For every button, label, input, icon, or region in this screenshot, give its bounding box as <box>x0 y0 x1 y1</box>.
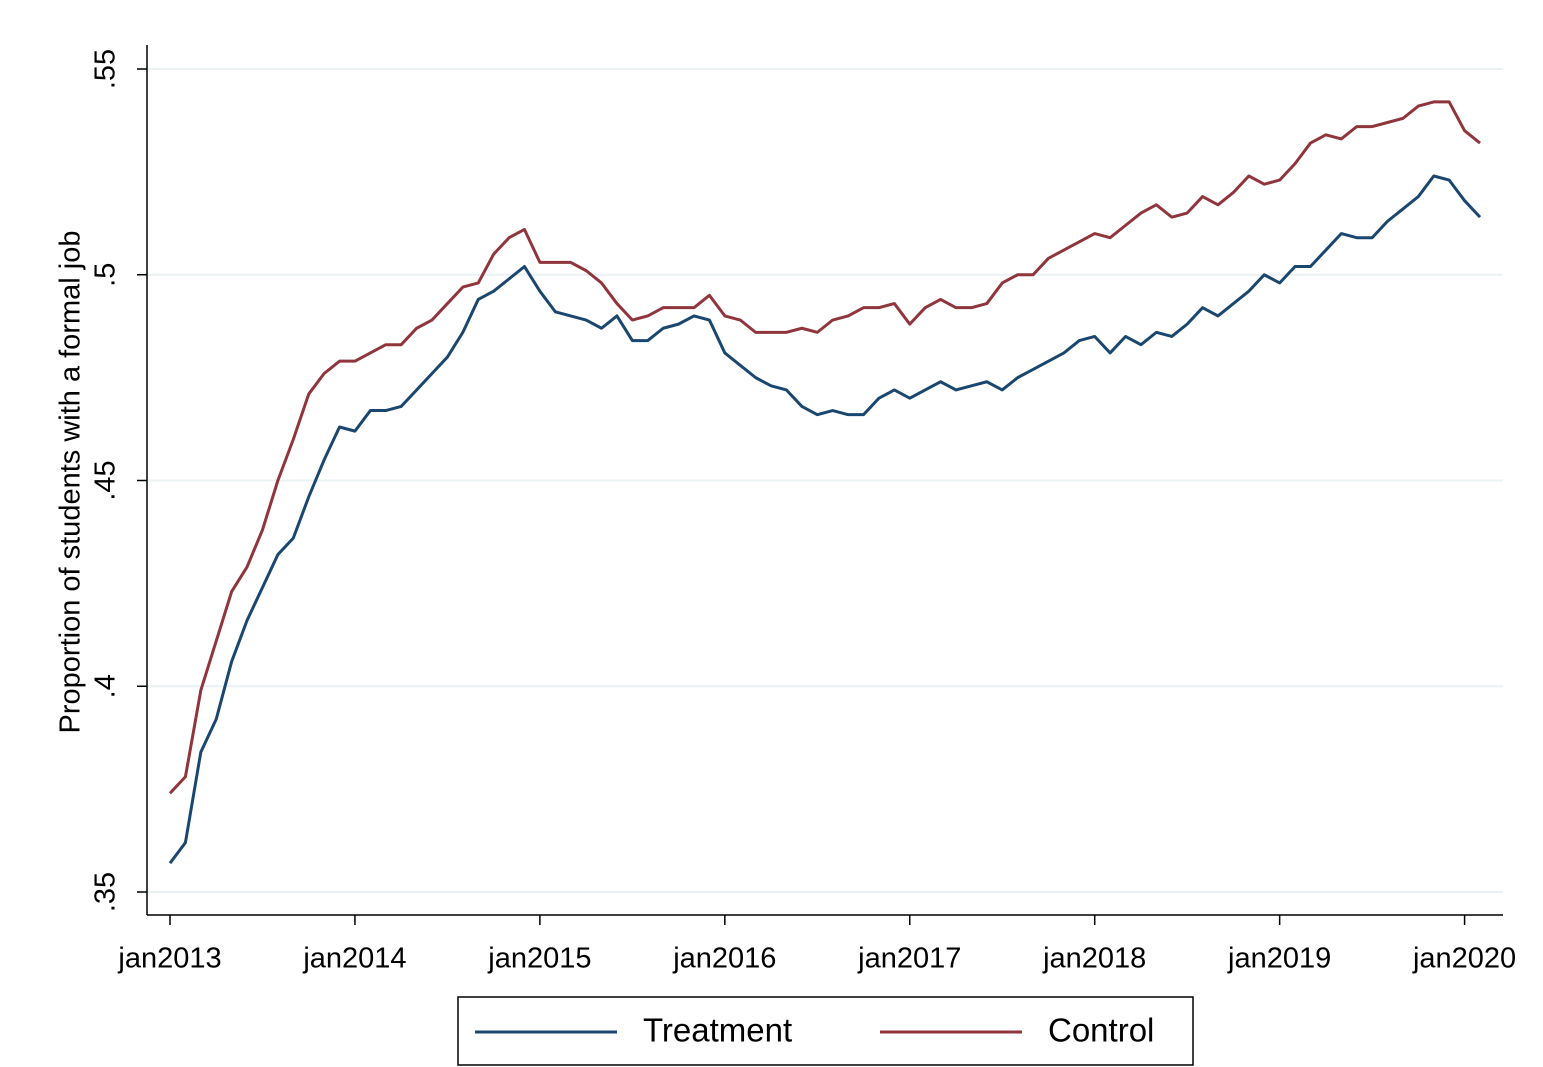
x-tick-label: jan2015 <box>487 943 591 975</box>
y-tick-label: .55 <box>90 49 122 89</box>
y-tick-label: .4 <box>90 674 122 698</box>
series-line <box>168 174 1482 865</box>
x-tick-label: jan2016 <box>672 943 776 975</box>
y-tick-label: .5 <box>90 263 122 287</box>
series-line <box>168 100 1481 795</box>
x-tick-label: jan2019 <box>1227 943 1331 975</box>
y-tick-label: .45 <box>90 460 122 500</box>
x-tick-label: jan2018 <box>1042 943 1146 975</box>
legend-label: Control <box>1048 1012 1154 1049</box>
x-tick-label: jan2017 <box>857 943 961 975</box>
x-tick-label: jan2020 <box>1412 943 1516 975</box>
y-axis-label: Proportion of students with a formal job <box>55 231 87 734</box>
y-tick-label: .35 <box>90 872 122 912</box>
x-tick-label: jan2013 <box>117 943 221 975</box>
legend-label: Treatment <box>643 1012 792 1049</box>
x-tick-label: jan2014 <box>302 943 406 975</box>
